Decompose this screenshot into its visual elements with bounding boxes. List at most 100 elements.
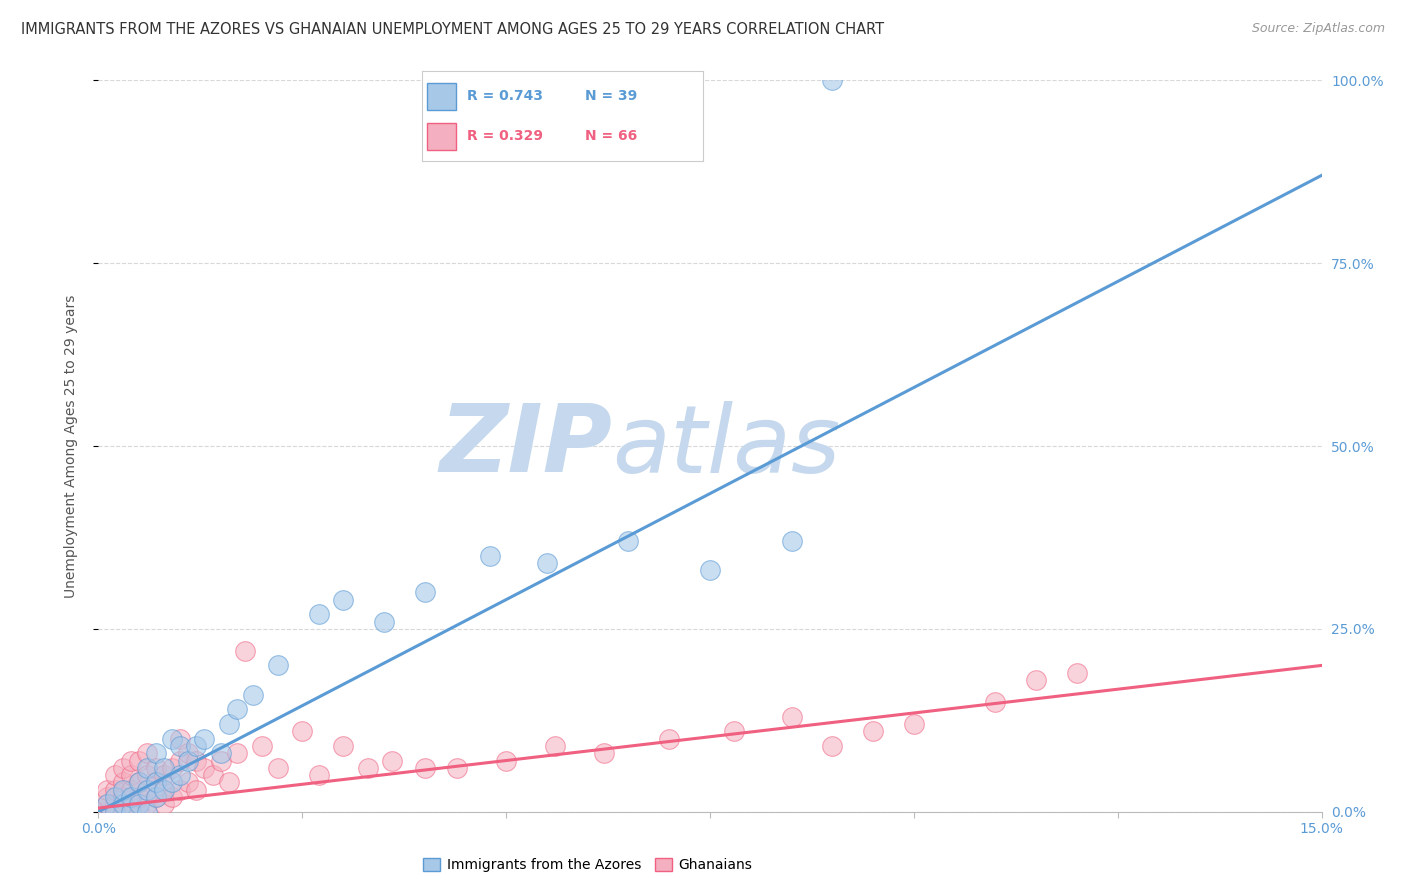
Legend: Immigrants from the Azores, Ghanaians: Immigrants from the Azores, Ghanaians bbox=[418, 853, 758, 878]
Point bbox=[186, 739, 208, 753]
Text: N = 39: N = 39 bbox=[585, 89, 637, 103]
Point bbox=[160, 775, 183, 789]
Text: ZIP: ZIP bbox=[439, 400, 612, 492]
Point bbox=[160, 761, 183, 775]
Point bbox=[145, 790, 167, 805]
Point bbox=[544, 739, 567, 753]
Point bbox=[111, 775, 134, 789]
FancyBboxPatch shape bbox=[427, 123, 456, 150]
Point bbox=[111, 790, 134, 805]
Point bbox=[152, 782, 174, 797]
Text: R = 0.743: R = 0.743 bbox=[467, 89, 543, 103]
Point bbox=[723, 724, 745, 739]
Point bbox=[226, 746, 249, 760]
Point bbox=[169, 754, 191, 768]
Point bbox=[332, 739, 354, 753]
Point bbox=[177, 746, 200, 760]
Point bbox=[111, 797, 134, 812]
Point bbox=[169, 731, 191, 746]
Point bbox=[136, 746, 159, 760]
Point bbox=[699, 563, 721, 577]
Point bbox=[104, 805, 127, 819]
Point bbox=[136, 761, 159, 775]
Point bbox=[152, 782, 174, 797]
Point bbox=[136, 768, 159, 782]
Point bbox=[136, 805, 159, 819]
Point bbox=[186, 754, 208, 768]
Point bbox=[209, 754, 232, 768]
Point bbox=[177, 775, 200, 789]
Point bbox=[104, 797, 127, 812]
Point bbox=[145, 775, 167, 789]
Point bbox=[381, 754, 404, 768]
Point bbox=[96, 797, 118, 812]
Point bbox=[120, 790, 142, 805]
Point bbox=[104, 805, 127, 819]
Point bbox=[160, 731, 183, 746]
Point bbox=[821, 739, 844, 753]
Point bbox=[152, 768, 174, 782]
Point bbox=[218, 775, 240, 789]
Point bbox=[145, 775, 167, 789]
Point bbox=[267, 658, 290, 673]
Point bbox=[111, 761, 134, 775]
Point bbox=[308, 607, 330, 622]
Point bbox=[104, 782, 127, 797]
Point bbox=[104, 790, 127, 805]
Point bbox=[128, 754, 150, 768]
Point bbox=[242, 688, 264, 702]
Point bbox=[218, 717, 240, 731]
Point bbox=[177, 754, 200, 768]
Point bbox=[145, 746, 167, 760]
Point bbox=[128, 775, 150, 789]
Point bbox=[862, 724, 884, 739]
Point bbox=[96, 782, 118, 797]
Point bbox=[160, 790, 183, 805]
Point bbox=[233, 644, 256, 658]
Point bbox=[226, 702, 249, 716]
Point bbox=[145, 761, 167, 775]
Point bbox=[120, 797, 142, 812]
Y-axis label: Unemployment Among Ages 25 to 29 years: Unemployment Among Ages 25 to 29 years bbox=[63, 294, 77, 598]
Point bbox=[152, 797, 174, 812]
Text: IMMIGRANTS FROM THE AZORES VS GHANAIAN UNEMPLOYMENT AMONG AGES 25 TO 29 YEARS CO: IMMIGRANTS FROM THE AZORES VS GHANAIAN U… bbox=[21, 22, 884, 37]
Text: Source: ZipAtlas.com: Source: ZipAtlas.com bbox=[1251, 22, 1385, 36]
Point bbox=[291, 724, 314, 739]
Point bbox=[373, 615, 395, 629]
Point bbox=[1066, 665, 1088, 680]
Point bbox=[128, 797, 150, 812]
Point bbox=[536, 556, 558, 570]
Point bbox=[193, 731, 215, 746]
Point bbox=[593, 746, 616, 760]
FancyBboxPatch shape bbox=[427, 83, 456, 110]
Text: R = 0.329: R = 0.329 bbox=[467, 129, 543, 144]
Point bbox=[821, 73, 844, 87]
Point bbox=[413, 761, 436, 775]
Point bbox=[780, 534, 803, 549]
Point bbox=[120, 782, 142, 797]
Point bbox=[658, 731, 681, 746]
Point bbox=[136, 797, 159, 812]
Text: atlas: atlas bbox=[612, 401, 841, 491]
Point bbox=[250, 739, 273, 753]
Point bbox=[169, 739, 191, 753]
Point bbox=[446, 761, 468, 775]
Point bbox=[120, 768, 142, 782]
Point bbox=[136, 782, 159, 797]
Point bbox=[1025, 673, 1047, 687]
Point bbox=[186, 782, 208, 797]
Point bbox=[201, 768, 224, 782]
Point bbox=[903, 717, 925, 731]
Point bbox=[120, 805, 142, 819]
Text: N = 66: N = 66 bbox=[585, 129, 637, 144]
Point bbox=[308, 768, 330, 782]
Point bbox=[984, 695, 1007, 709]
Point bbox=[136, 782, 159, 797]
Point bbox=[128, 790, 150, 805]
Point bbox=[145, 790, 167, 805]
Point bbox=[332, 592, 354, 607]
Point bbox=[478, 549, 501, 563]
Point bbox=[111, 782, 134, 797]
Point bbox=[104, 768, 127, 782]
Point bbox=[617, 534, 640, 549]
